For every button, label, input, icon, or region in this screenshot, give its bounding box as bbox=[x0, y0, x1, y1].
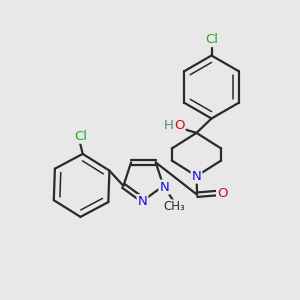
Text: N: N bbox=[138, 195, 147, 208]
Text: N: N bbox=[192, 169, 201, 183]
Text: H: H bbox=[164, 119, 173, 132]
Text: N: N bbox=[159, 181, 169, 194]
Text: O: O bbox=[174, 119, 184, 132]
Text: Cl: Cl bbox=[74, 130, 87, 143]
Text: O: O bbox=[217, 187, 227, 200]
Text: Cl: Cl bbox=[206, 33, 219, 46]
Text: CH₃: CH₃ bbox=[164, 200, 185, 213]
